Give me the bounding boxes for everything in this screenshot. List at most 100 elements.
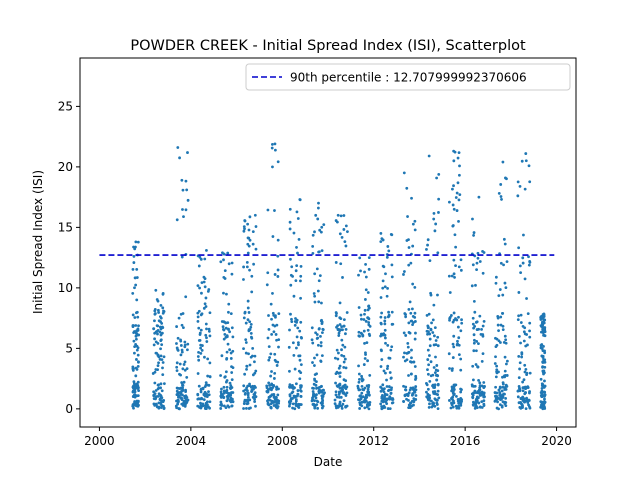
data-point bbox=[539, 315, 543, 319]
data-point bbox=[519, 271, 523, 275]
data-point bbox=[311, 403, 315, 406]
data-point bbox=[275, 323, 279, 327]
data-point bbox=[245, 367, 248, 371]
data-point bbox=[288, 369, 291, 373]
data-point bbox=[159, 401, 163, 404]
data-point bbox=[427, 154, 431, 158]
x-tick-label: 2004 bbox=[176, 434, 207, 448]
data-point bbox=[426, 372, 430, 376]
data-point bbox=[429, 327, 433, 331]
data-point bbox=[290, 265, 294, 269]
data-point bbox=[200, 397, 204, 401]
data-point bbox=[338, 364, 342, 368]
data-point bbox=[296, 326, 300, 330]
data-point bbox=[253, 213, 257, 217]
data-point bbox=[253, 354, 257, 358]
data-point bbox=[388, 356, 392, 360]
data-point bbox=[321, 331, 324, 334]
data-point bbox=[222, 385, 226, 389]
data-point bbox=[159, 333, 163, 337]
data-point bbox=[176, 400, 180, 404]
data-point bbox=[276, 275, 280, 278]
data-point bbox=[197, 384, 201, 388]
data-point bbox=[436, 335, 440, 339]
data-point bbox=[482, 402, 486, 406]
data-point bbox=[389, 348, 393, 352]
data-point bbox=[334, 381, 337, 385]
data-point bbox=[504, 176, 507, 180]
data-point bbox=[322, 223, 326, 227]
data-point bbox=[320, 406, 324, 410]
data-point bbox=[523, 277, 527, 281]
data-point bbox=[383, 395, 386, 399]
data-point bbox=[432, 303, 436, 307]
data-point bbox=[248, 215, 252, 219]
data-point bbox=[251, 354, 254, 358]
data-point bbox=[202, 280, 206, 284]
data-point bbox=[437, 197, 441, 201]
data-point bbox=[413, 337, 417, 341]
data-point bbox=[335, 384, 339, 388]
data-point bbox=[196, 315, 200, 319]
data-point bbox=[459, 258, 463, 262]
data-point bbox=[448, 316, 452, 320]
data-point bbox=[501, 312, 504, 315]
data-point bbox=[276, 254, 280, 258]
data-point bbox=[201, 404, 205, 408]
data-point bbox=[244, 351, 248, 355]
data-point bbox=[475, 261, 479, 265]
data-point bbox=[458, 173, 461, 177]
data-point bbox=[175, 346, 179, 350]
data-point bbox=[428, 259, 432, 263]
data-point bbox=[498, 391, 502, 394]
data-point bbox=[448, 200, 451, 204]
data-point bbox=[224, 326, 228, 330]
data-point bbox=[540, 343, 544, 346]
data-point bbox=[321, 327, 325, 331]
data-point bbox=[250, 274, 254, 278]
data-point bbox=[132, 389, 136, 393]
data-point bbox=[540, 387, 544, 390]
data-point bbox=[521, 389, 525, 393]
data-point bbox=[364, 351, 367, 355]
data-point bbox=[478, 314, 482, 318]
data-point bbox=[174, 404, 178, 408]
data-point bbox=[528, 406, 532, 410]
data-point bbox=[299, 274, 303, 278]
data-point bbox=[389, 391, 393, 395]
data-point bbox=[219, 407, 223, 410]
data-point bbox=[503, 334, 507, 338]
data-point bbox=[387, 389, 390, 393]
data-point bbox=[519, 397, 523, 400]
data-point bbox=[524, 152, 528, 155]
data-point bbox=[472, 384, 476, 388]
data-point bbox=[310, 399, 314, 403]
data-point bbox=[386, 343, 390, 347]
data-point bbox=[250, 389, 254, 393]
data-point bbox=[471, 263, 475, 267]
data-point bbox=[367, 304, 371, 308]
data-point bbox=[404, 385, 408, 389]
data-point bbox=[271, 323, 275, 327]
y-tick-label: 10 bbox=[58, 281, 73, 295]
data-point bbox=[222, 320, 226, 324]
data-point bbox=[199, 406, 203, 410]
data-point bbox=[408, 360, 412, 364]
data-point bbox=[175, 342, 178, 345]
data-point bbox=[403, 270, 406, 273]
data-point bbox=[402, 399, 405, 403]
data-point bbox=[206, 393, 209, 397]
data-point bbox=[523, 392, 527, 396]
data-point bbox=[477, 342, 480, 346]
data-point bbox=[299, 363, 303, 367]
data-point bbox=[231, 349, 235, 353]
y-tick-label: 5 bbox=[65, 341, 73, 355]
data-point bbox=[342, 354, 346, 358]
data-point bbox=[408, 300, 412, 304]
data-point bbox=[451, 224, 455, 228]
data-point bbox=[379, 240, 383, 243]
data-point bbox=[427, 398, 431, 401]
data-point bbox=[287, 345, 291, 349]
data-point bbox=[521, 386, 525, 390]
data-point bbox=[433, 229, 437, 233]
